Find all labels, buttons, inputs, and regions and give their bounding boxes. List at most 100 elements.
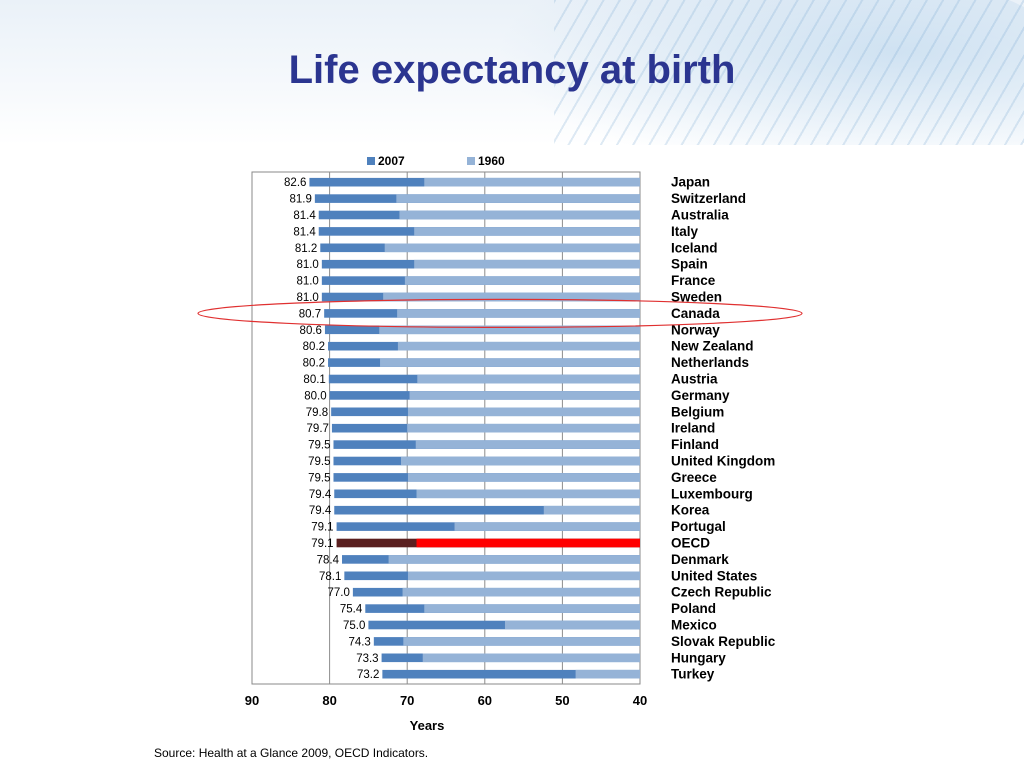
legend-swatch-2007 bbox=[367, 157, 375, 165]
category-label-united-kingdom: United Kingdom bbox=[671, 454, 775, 469]
value-label-italy: 81.4 bbox=[293, 226, 316, 238]
bar-1960-denmark bbox=[388, 555, 640, 564]
value-label-japan: 82.6 bbox=[284, 177, 306, 189]
bar-1960-new-zealand bbox=[397, 341, 640, 351]
x-tick-80: 80 bbox=[322, 693, 336, 708]
category-label-finland: Finland bbox=[671, 437, 719, 452]
value-label-belgium: 79.8 bbox=[306, 407, 328, 419]
category-label-denmark: Denmark bbox=[671, 552, 729, 567]
bar-1960-germany bbox=[409, 391, 640, 400]
bar-2007-mexico bbox=[368, 620, 640, 630]
category-label-france: France bbox=[671, 273, 716, 288]
legend-swatch-1960 bbox=[467, 157, 475, 165]
value-label-spain: 81.0 bbox=[296, 259, 318, 271]
bar-1960-greece bbox=[407, 473, 640, 482]
value-label-greece: 79.5 bbox=[308, 472, 330, 484]
value-label-slovak-republic: 74.3 bbox=[348, 636, 370, 648]
value-label-luxembourg: 79.4 bbox=[309, 489, 332, 501]
bar-1960-spain bbox=[414, 259, 640, 269]
x-tick-60: 60 bbox=[478, 693, 492, 708]
category-label-netherlands: Netherlands bbox=[671, 355, 749, 370]
value-label-united-states: 78.1 bbox=[319, 571, 341, 583]
bar-1960-ireland bbox=[407, 423, 640, 433]
header-stripes-decoration bbox=[554, 0, 1024, 145]
category-label-sweden: Sweden bbox=[671, 290, 722, 305]
canada-callout-group bbox=[197, 298, 803, 328]
bar-1960-portugal bbox=[454, 522, 640, 531]
value-label-iceland: 81.2 bbox=[295, 243, 317, 255]
bar-1960-australia bbox=[399, 210, 640, 220]
value-label-mexico: 75.0 bbox=[343, 620, 365, 632]
x-tick-70: 70 bbox=[400, 693, 414, 708]
category-label-turkey: Turkey bbox=[671, 667, 715, 682]
bar-1960-mexico bbox=[504, 620, 640, 630]
value-label-new-zealand: 80.2 bbox=[303, 341, 325, 353]
category-label-belgium: Belgium bbox=[671, 404, 724, 419]
bar-1960-belgium bbox=[407, 407, 640, 417]
category-label-czech-republic: Czech Republic bbox=[671, 585, 772, 600]
bar-2007-turkey bbox=[382, 669, 640, 679]
category-label-norway: Norway bbox=[671, 322, 720, 337]
bar-1960-finland bbox=[415, 440, 640, 449]
x-axis-title: Years bbox=[410, 718, 445, 733]
category-label-iceland: Iceland bbox=[671, 240, 718, 255]
category-label-korea: Korea bbox=[671, 503, 710, 518]
bar-1960-czech-republic bbox=[402, 587, 640, 597]
value-label-turkey: 73.2 bbox=[357, 669, 379, 681]
category-label-canada: Canada bbox=[671, 306, 720, 321]
slide-title: Life expectancy at birth bbox=[288, 48, 736, 92]
value-label-canada: 80.7 bbox=[299, 308, 321, 320]
legend-label-1960: 1960 bbox=[478, 154, 505, 168]
category-label-luxembourg: Luxembourg bbox=[671, 486, 753, 501]
bar-1960-luxembourg bbox=[416, 489, 640, 499]
bar-1960-sweden bbox=[383, 292, 640, 302]
category-label-poland: Poland bbox=[671, 601, 716, 616]
bar-1960-france bbox=[404, 276, 640, 285]
value-label-ireland: 79.7 bbox=[307, 423, 329, 435]
category-label-italy: Italy bbox=[671, 224, 699, 239]
value-label-sweden: 81.0 bbox=[296, 292, 318, 304]
bar-1960-poland bbox=[424, 604, 640, 613]
bar-1960-japan bbox=[424, 177, 640, 187]
category-label-hungary: Hungary bbox=[671, 650, 726, 665]
bar-1960-slovak-republic bbox=[403, 637, 640, 646]
value-label-australia: 81.4 bbox=[293, 210, 316, 222]
slide-header-background bbox=[0, 0, 1024, 145]
value-label-france: 81.0 bbox=[296, 276, 318, 288]
value-label-switzerland: 81.9 bbox=[289, 194, 311, 206]
category-label-new-zealand: New Zealand bbox=[671, 339, 754, 354]
category-label-oecd: OECD bbox=[671, 536, 710, 551]
bar-1960-united-states bbox=[407, 571, 640, 581]
bar-1960-hungary bbox=[422, 653, 640, 663]
chart-legend: 2007 1960 bbox=[367, 154, 505, 168]
x-tick-labels-group: 90 80 70 60 50 40 bbox=[245, 693, 647, 708]
value-label-hungary: 73.3 bbox=[356, 653, 378, 665]
category-label-switzerland: Switzerland bbox=[671, 191, 746, 206]
category-label-ireland: Ireland bbox=[671, 421, 715, 436]
category-label-slovak-republic: Slovak Republic bbox=[671, 634, 776, 649]
bar-1960-united-kingdom bbox=[400, 456, 640, 466]
callout-ellipse-canada bbox=[197, 298, 803, 328]
value-label-oecd: 79.1 bbox=[311, 538, 333, 550]
legend-label-2007: 2007 bbox=[378, 154, 405, 168]
bar-1960-turkey bbox=[575, 669, 640, 679]
value-label-austria: 80.1 bbox=[303, 374, 325, 386]
bar-1960-iceland bbox=[384, 243, 640, 253]
value-labels-group: 82.6 81.9 81.4 81.4 81.2 81.0 81.0 81.0 80.7 80.6… bbox=[284, 177, 379, 681]
value-label-finland: 79.5 bbox=[308, 440, 330, 452]
category-label-japan: Japan bbox=[671, 175, 710, 190]
bars-group bbox=[309, 177, 640, 679]
value-label-denmark: 78.4 bbox=[317, 554, 340, 566]
category-label-austria: Austria bbox=[671, 372, 718, 387]
value-label-netherlands: 80.2 bbox=[303, 358, 325, 370]
x-tick-40: 40 bbox=[633, 693, 647, 708]
header-swoosh-decoration bbox=[464, 0, 1024, 145]
value-label-poland: 75.4 bbox=[340, 604, 363, 616]
category-label-mexico: Mexico bbox=[671, 618, 717, 633]
value-label-korea: 79.4 bbox=[309, 505, 332, 517]
category-label-portugal: Portugal bbox=[671, 519, 726, 534]
category-label-germany: Germany bbox=[671, 388, 730, 403]
category-label-greece: Greece bbox=[671, 470, 717, 485]
